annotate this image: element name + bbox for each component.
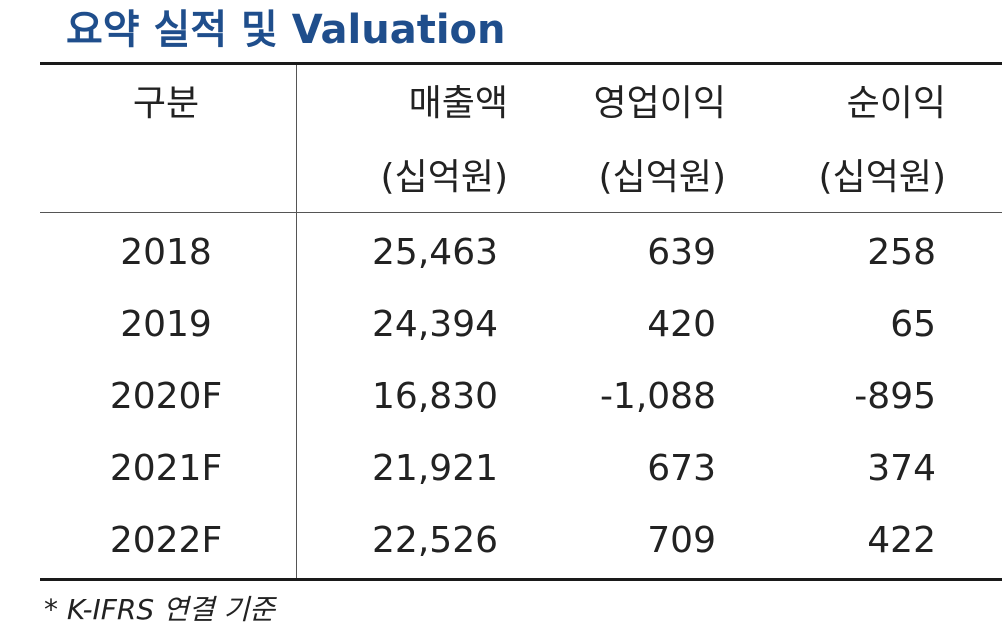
row-2018-year: 2018 — [120, 232, 212, 273]
row-2019-year: 2019 — [120, 304, 212, 345]
row-2018-sales: 25,463 — [372, 232, 498, 273]
row-2022f-operating-profit: 709 — [647, 520, 716, 561]
row-2022f-year: 2022F — [109, 520, 223, 561]
top-rule — [40, 62, 1002, 65]
row-2019-net-income: 65 — [890, 304, 936, 345]
row-2018-net-income: 258 — [867, 232, 936, 273]
column-divider — [296, 65, 297, 578]
row-2021f-operating-profit: 673 — [647, 448, 716, 489]
table-title: 요약 실적 및 Valuation — [66, 7, 506, 53]
footnote: * K-IFRS 연결 기준 — [44, 593, 275, 626]
row-2022f-sales: 22,526 — [372, 520, 498, 561]
row-2019-sales: 24,394 — [372, 304, 498, 345]
header-net-income: 순이익 — [846, 83, 946, 124]
row-2018-operating-profit: 639 — [647, 232, 716, 273]
header-operating-profit: 영업이익 — [593, 83, 726, 124]
row-2019-operating-profit: 420 — [647, 304, 716, 345]
header-sales-unit: (십억원) — [380, 157, 508, 198]
header-operating-profit-unit: (십억원) — [598, 157, 726, 198]
row-2020f-operating-profit: -1,088 — [599, 376, 716, 417]
row-2020f-year: 2020F — [109, 376, 223, 417]
row-2020f-sales: 16,830 — [372, 376, 498, 417]
row-2022f-net-income: 422 — [867, 520, 936, 561]
row-2021f-net-income: 374 — [867, 448, 936, 489]
header-year: 구분 — [132, 83, 200, 124]
row-2021f-year: 2021F — [109, 448, 223, 489]
bottom-rule — [40, 578, 1002, 581]
header-rule — [40, 212, 1002, 213]
row-2021f-sales: 21,921 — [372, 448, 498, 489]
header-net-income-unit: (십억원) — [818, 157, 946, 198]
row-2020f-net-income: -895 — [854, 376, 936, 417]
header-sales: 매출액 — [408, 83, 508, 124]
